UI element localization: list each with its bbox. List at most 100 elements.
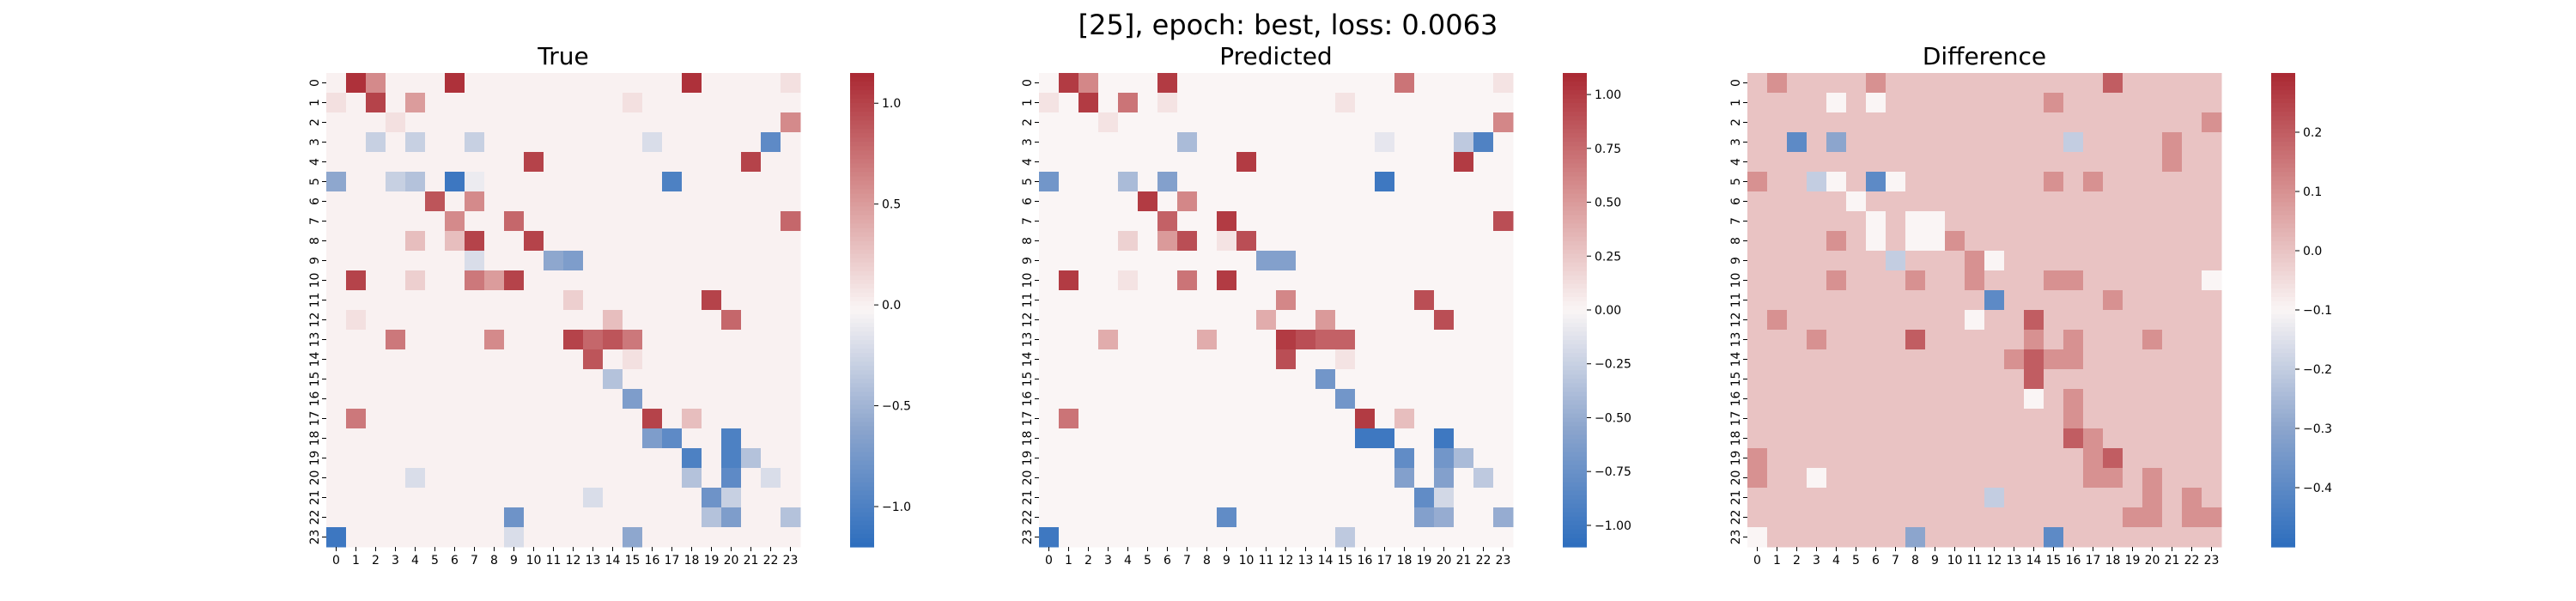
heatmap-cell: [1866, 369, 1886, 390]
x-tick-label: 19: [704, 554, 720, 568]
heatmap-cell: [1886, 112, 1906, 133]
heatmap-cell: [642, 270, 663, 291]
heatmap-cell: [1276, 507, 1297, 528]
heatmap-cell: [623, 468, 643, 489]
heatmap-cell: [1375, 369, 1395, 390]
heatmap-cell: [326, 211, 347, 232]
heatmap-cell: [524, 93, 544, 113]
heatmap-cell: [1945, 290, 1965, 311]
heatmap-cell: [2162, 152, 2183, 173]
colorbar-segment: [2271, 353, 2295, 358]
colorbar-segment: [850, 319, 874, 324]
heatmap-cell: [1177, 507, 1198, 528]
heatmap-cell: [1434, 231, 1455, 252]
heatmap-cell: [1454, 251, 1474, 271]
heatmap-cell: [1473, 349, 1494, 370]
heatmap-cell: [2024, 231, 2044, 252]
heatmap-cell: [1355, 290, 1376, 311]
heatmap-cell: [1296, 330, 1316, 350]
y-tick-label: 18: [1021, 431, 1035, 446]
x-tick-label: 16: [2066, 554, 2081, 568]
colorbar-segment: [2271, 464, 2295, 470]
heatmap-cell: [2202, 270, 2222, 291]
heatmap-cell: [781, 507, 801, 528]
heatmap-cell: [1039, 290, 1060, 311]
heatmap-cell: [366, 369, 386, 390]
heatmap-cell: [2182, 468, 2202, 489]
heatmap-cell: [1315, 468, 1336, 489]
heatmap-cell: [346, 73, 367, 94]
heatmap-cell: [504, 152, 525, 173]
heatmap-cell: [2024, 428, 2044, 449]
heatmap-cell: [2004, 191, 2025, 212]
heatmap-cell: [583, 93, 604, 113]
heatmap-cell: [1315, 409, 1336, 429]
heatmap-cell: [721, 152, 742, 173]
heatmap-cell: [386, 132, 406, 153]
heatmap-cell: [1138, 389, 1158, 410]
heatmap-cell: [2123, 527, 2143, 548]
heatmap-cell: [1473, 152, 1494, 173]
heatmap-cell: [326, 349, 347, 370]
heatmap-cell: [1984, 468, 2005, 489]
heatmap-cell: [761, 172, 781, 192]
heatmap-cell: [642, 468, 663, 489]
heatmap-cell: [544, 152, 564, 173]
heatmap-cell: [1335, 428, 1356, 449]
heatmap-cell: [445, 448, 465, 469]
heatmap-cell: [465, 172, 485, 192]
heatmap-cell: [1236, 330, 1257, 350]
heatmap-cell: [1256, 251, 1277, 271]
heatmap-cell: [1866, 270, 1886, 291]
heatmap-cell: [1866, 507, 1886, 528]
colorbar-segment: [850, 327, 874, 332]
heatmap-cell: [741, 488, 762, 508]
heatmap-cell: [405, 290, 426, 311]
heatmap-cell: [346, 428, 367, 449]
heatmap-cell: [623, 251, 643, 271]
heatmap-cell: [1098, 369, 1119, 390]
heatmap-cell: [741, 132, 762, 153]
heatmap-cell: [1434, 310, 1455, 331]
colorbar-segment: [2271, 300, 2295, 307]
heatmap-cell: [1394, 152, 1415, 173]
heatmap-cell: [386, 527, 406, 548]
heatmap-cell: [1138, 448, 1158, 469]
heatmap-cell: [2202, 132, 2222, 153]
heatmap-cell: [405, 310, 426, 331]
x-tick-label: 15: [1338, 554, 1353, 568]
heatmap-cell: [642, 527, 663, 548]
colorbar-segment: [1563, 82, 1587, 87]
heatmap-cell: [1826, 389, 1847, 410]
colorbar-segment: [1563, 520, 1587, 526]
heatmap-cell: [405, 428, 426, 449]
heatmap-cell: [1078, 527, 1099, 548]
heatmap-cell: [544, 428, 564, 449]
colorbar-segment: [2271, 86, 2295, 91]
heatmap-cell: [1454, 211, 1474, 232]
colorbar-segment: [850, 73, 874, 78]
heatmap-cell: [524, 507, 544, 528]
colorbar-segment: [1563, 331, 1587, 337]
heatmap-cell: [1138, 507, 1158, 528]
colorbar-segment: [2271, 107, 2295, 112]
heatmap-cell: [2162, 488, 2183, 508]
heatmap-cell: [1767, 231, 1788, 252]
heatmap-cell: [544, 211, 564, 232]
heatmap-cell: [1217, 330, 1237, 350]
x-tick-label: 6: [1163, 554, 1171, 568]
heatmap-cell: [1118, 468, 1139, 489]
heatmap-cell: [1984, 231, 2005, 252]
y-tick-label: 6: [1729, 197, 1743, 205]
colorbar-segment: [1563, 133, 1587, 138]
colorbar-segment: [2271, 387, 2295, 392]
heatmap-cell: [623, 310, 643, 331]
heatmap-cell: [1767, 152, 1788, 173]
heatmap-cell: [1217, 172, 1237, 192]
heatmap-cell: [1434, 270, 1455, 291]
heatmap-cell: [1866, 191, 1886, 212]
heatmap-cell: [761, 409, 781, 429]
heatmap-cell: [702, 290, 722, 311]
heatmap-cell: [1375, 330, 1395, 350]
y-tick-label: 10: [1729, 273, 1743, 288]
